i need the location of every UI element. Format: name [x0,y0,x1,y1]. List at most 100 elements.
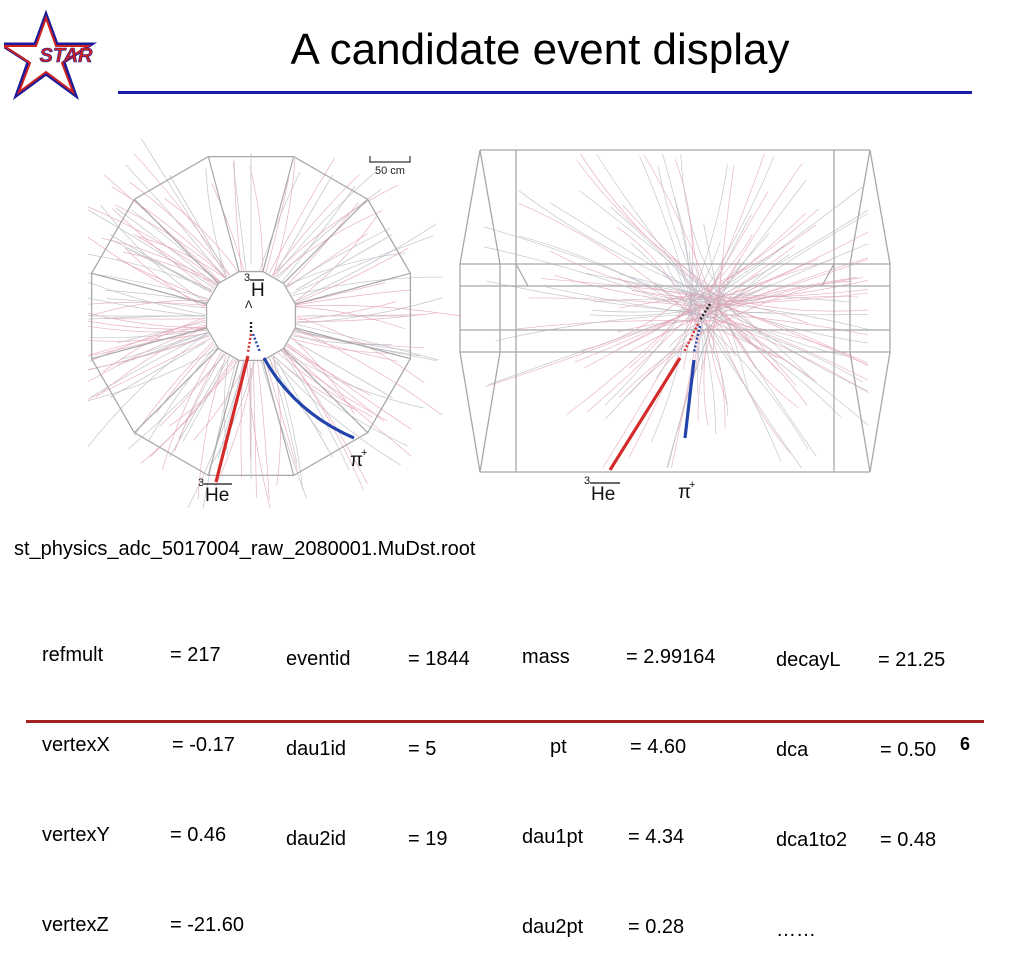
param-key: vertexY [42,824,110,846]
background-track [264,359,298,471]
background-track [131,209,220,283]
ellipsis: …… [776,919,816,941]
background-track [148,345,217,441]
helium-label-left: He [205,485,229,506]
background-track [673,197,692,320]
background-track [296,297,443,324]
background-track [687,241,721,308]
sector-line [262,156,295,272]
param-row: mass = 2.99164 [522,642,752,672]
background-track [187,361,246,508]
background-track [197,354,227,500]
param-key: decayL [776,649,841,671]
background-track [293,333,399,362]
background-track [215,361,255,487]
background-track [650,303,691,443]
background-track [708,258,741,313]
param-value: = -21.60 [170,914,244,936]
background-track [651,316,723,332]
background-track [616,226,692,317]
background-track [269,357,298,464]
param-key: pt [550,736,567,758]
background-track [295,289,412,306]
background-track [233,159,242,272]
side-view-panel: 3 He π + [459,149,891,505]
frame-line [849,351,871,473]
background-track [677,300,702,430]
frame-line [459,351,481,473]
background-track [717,294,869,312]
background-track [725,293,785,308]
background-track [296,324,439,361]
background-track [485,305,707,387]
param-key: vertexZ [42,914,109,936]
lambda-label: Λ [245,299,253,311]
background-track [88,332,209,448]
frame-line [869,149,891,265]
data-file-name: st_physics_adc_5017004_raw_2080001.MuDst… [14,538,476,560]
sector-line [295,327,411,360]
param-row: decayL = 21.25 [776,645,976,675]
background-track [88,312,207,329]
he3-track-dotted [682,323,700,353]
background-track [617,277,693,300]
sector-line [133,198,219,284]
background-track [105,318,206,320]
frame-line [849,149,871,265]
background-track [690,298,736,357]
param-value: = 0.46 [170,824,227,846]
background-track [128,353,226,450]
background-track [205,168,227,278]
pion-sup-right: + [689,479,695,491]
background-track [724,273,759,305]
background-track [296,306,405,330]
background-track [88,253,214,291]
background-track [578,190,714,298]
param-column-4: decayL = 21.25 dca = 0.50 dca1to2 = 0.48 …… [776,585,976,975]
background-track [249,361,251,460]
scale-bar: 50 cm [369,156,411,177]
background-track [271,356,401,466]
page-title: A candidate event display [290,25,790,74]
background-track [89,329,208,339]
background-track [639,156,690,297]
helium-sup-left: 3 [198,477,204,489]
param-row: eventid = 1844 [286,644,496,674]
background-track [295,247,409,304]
param-value: = 1844 [408,648,470,670]
background-track [674,158,694,313]
background-track [704,320,726,429]
param-row: dca1to2 = 0.48 [776,825,976,855]
background-track [708,213,807,299]
background-track [278,352,373,418]
param-key: dca [776,739,809,761]
background-track [249,166,263,272]
background-track [689,224,817,296]
param-value: = 21.25 [878,649,946,671]
background-track [273,355,408,447]
background-track [294,215,378,303]
background-track [662,153,697,311]
end-view-panel: 50 cm 3 H Λ π + 3 He [88,138,462,508]
background-track [585,272,706,296]
background-track [724,318,869,381]
background-track [182,356,230,442]
he3-track [608,357,682,471]
background-track [294,329,437,361]
background-track [281,350,350,471]
background-track [277,189,382,279]
param-key: vertexX [42,734,110,756]
background-track [124,247,212,293]
background-track [163,197,239,273]
param-value: = 4.34 [628,826,685,848]
param-key: mass [522,646,570,668]
param-key: dca1to2 [776,829,848,851]
title-divider [118,91,972,94]
background-track [596,153,722,320]
background-track [88,297,206,318]
background-track [133,233,216,287]
background-track [628,299,688,369]
param-row: dau2id = 19 [286,824,496,854]
helium-sup-right: 3 [584,475,590,487]
background-track [656,322,715,379]
